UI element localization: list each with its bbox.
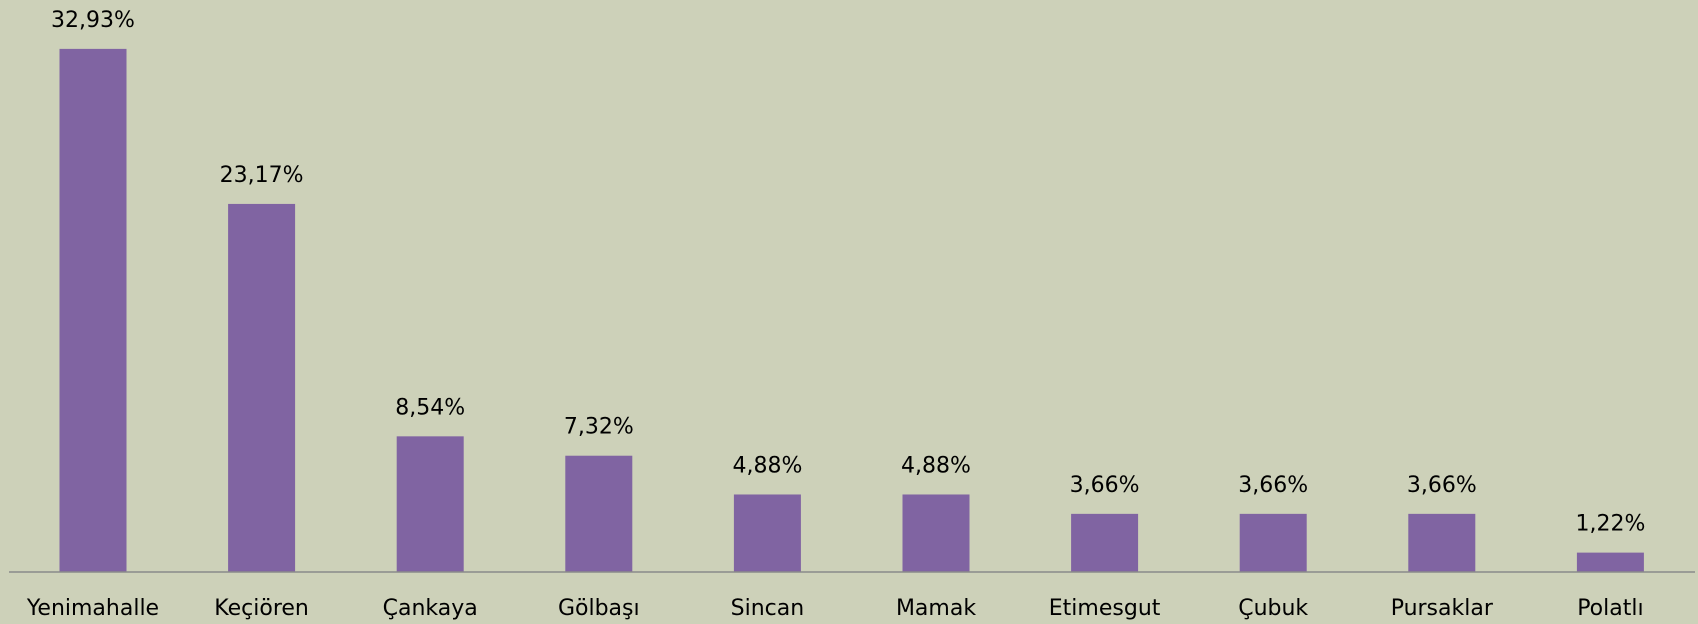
value-label: 4,88% bbox=[732, 453, 802, 478]
value-label: 1,22% bbox=[1575, 512, 1645, 537]
bar bbox=[59, 48, 127, 573]
x-tick-label: Gölbaşı bbox=[558, 596, 640, 621]
x-tick-label: Polatlı bbox=[1577, 596, 1643, 621]
bar bbox=[1071, 513, 1139, 572]
bar bbox=[228, 203, 296, 573]
x-tick-label: Keçiören bbox=[214, 596, 309, 621]
value-label: 7,32% bbox=[564, 415, 634, 440]
bar bbox=[902, 494, 970, 572]
x-tick-label: Çankaya bbox=[383, 596, 478, 621]
bar bbox=[565, 455, 633, 572]
x-tick-label: Çubuk bbox=[1238, 596, 1308, 621]
x-tick-label: Yenimahalle bbox=[26, 596, 159, 621]
bar bbox=[1239, 513, 1307, 572]
x-tick-label: Mamak bbox=[896, 596, 976, 621]
value-label: 8,54% bbox=[395, 395, 465, 420]
value-label: 32,93% bbox=[51, 8, 135, 33]
value-label: 3,66% bbox=[1070, 473, 1140, 498]
bar bbox=[733, 494, 801, 572]
value-label: 23,17% bbox=[220, 163, 304, 188]
x-tick-label: Sincan bbox=[731, 596, 805, 621]
value-label: 4,88% bbox=[901, 453, 971, 478]
bar bbox=[396, 436, 464, 572]
x-tick-label: Pursaklar bbox=[1391, 596, 1494, 621]
value-label: 3,66% bbox=[1407, 473, 1477, 498]
bar bbox=[1576, 552, 1644, 572]
value-label: 3,66% bbox=[1238, 473, 1308, 498]
x-tick-label: Etimesgut bbox=[1049, 596, 1161, 621]
bar bbox=[1408, 513, 1476, 572]
